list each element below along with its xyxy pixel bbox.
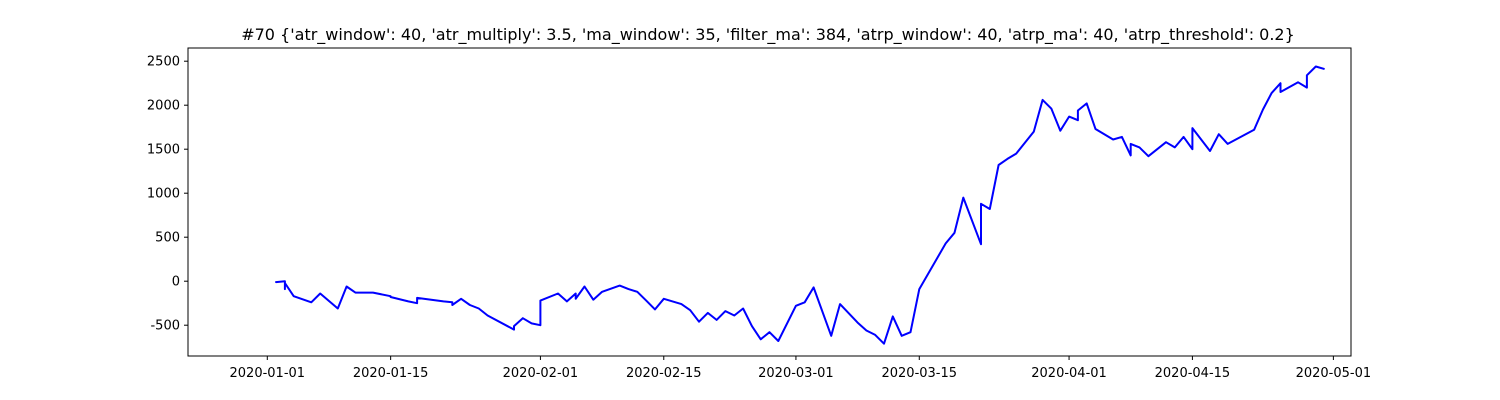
x-tick-label: 2020-03-15 — [881, 366, 957, 381]
x-tick-label: 2020-02-01 — [503, 366, 579, 381]
x-tick-label: 2020-01-01 — [230, 366, 306, 381]
y-tick-label: -500 — [150, 319, 180, 334]
y-tick-label: 1500 — [147, 143, 180, 158]
y-tick-label: 2000 — [147, 99, 180, 114]
plot-frame — [187, 47, 1352, 357]
series-layer — [275, 65, 1325, 345]
y-tick-label: 500 — [155, 231, 180, 246]
y-tick-label: 0 — [172, 275, 180, 290]
y-tick-label: 1000 — [147, 187, 180, 202]
series-line — [275, 65, 1325, 345]
y-tick-label: 2500 — [147, 55, 180, 70]
x-tick-label: 2020-05-01 — [1296, 366, 1372, 381]
x-tick-label: 2020-03-01 — [758, 366, 834, 381]
x-tick-label: 2020-02-15 — [626, 366, 702, 381]
chart-title: #70 {'atr_window': 40, 'atr_multiply': 3… — [241, 25, 1295, 45]
x-tick-label: 2020-01-15 — [353, 366, 429, 381]
x-axis-ticks: 2020-01-01 2020-01-15 2020-02-01 2020-02-15… — [230, 356, 1372, 381]
x-tick-label: 2020-04-15 — [1155, 366, 1231, 381]
x-tick-label: 2020-04-01 — [1031, 366, 1107, 381]
y-axis-ticks: -500 0 500 1000 1500 2000 2500 — [147, 55, 188, 334]
